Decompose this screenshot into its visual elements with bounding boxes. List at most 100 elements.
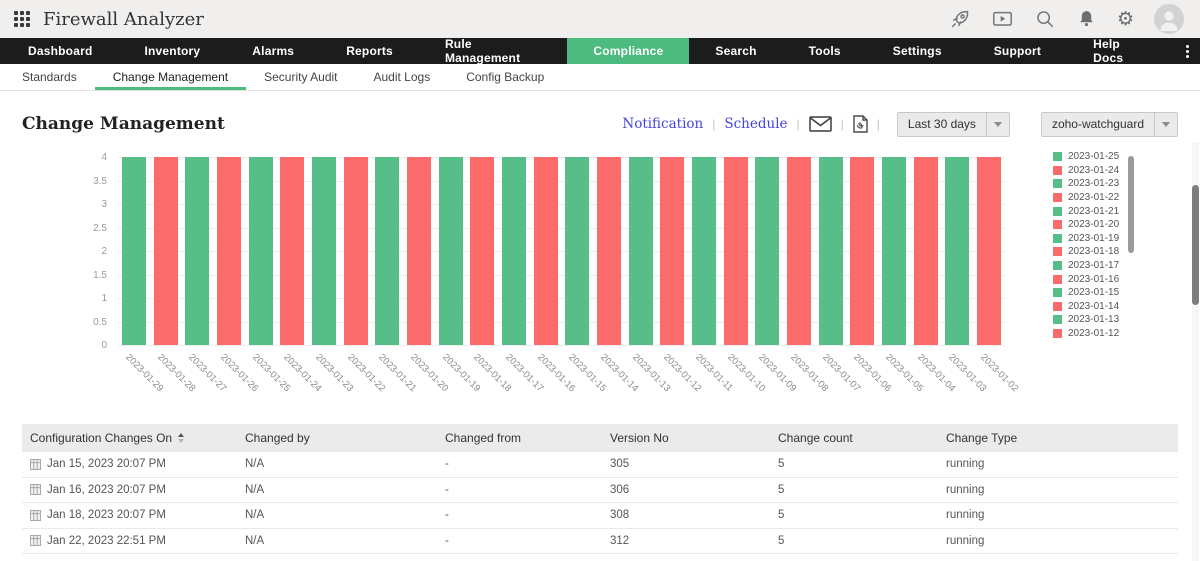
nav-item-settings[interactable]: Settings bbox=[892, 44, 942, 58]
chart-bar[interactable] bbox=[406, 157, 431, 345]
chart-bar[interactable] bbox=[628, 157, 653, 345]
email-icon[interactable] bbox=[808, 116, 832, 132]
legend-item[interactable]: 2023-01-15 bbox=[1053, 286, 1123, 300]
nav-item-dashboard[interactable]: Dashboard bbox=[28, 44, 93, 58]
table-row[interactable]: Jan 22, 2023 22:51 PM N/A - 312 5 running bbox=[22, 528, 1178, 554]
legend-scrollbar[interactable] bbox=[1128, 156, 1134, 253]
chart-legend: 2023-01-25 2023-01-24 2023-01-23 2023-01-22… bbox=[1053, 150, 1123, 340]
chart-bar[interactable] bbox=[280, 157, 305, 345]
notification-link[interactable]: Notification bbox=[622, 116, 704, 132]
column-header-version-no[interactable]: Version No bbox=[610, 431, 669, 445]
chart-bar[interactable] bbox=[723, 157, 748, 345]
nav-item-search[interactable]: Search bbox=[715, 44, 757, 58]
legend-item[interactable]: 2023-01-13 bbox=[1053, 313, 1123, 327]
legend-item[interactable]: 2023-01-22 bbox=[1053, 191, 1123, 205]
chart-bar[interactable] bbox=[913, 157, 938, 345]
legend-item[interactable]: 2023-01-18 bbox=[1053, 245, 1123, 259]
legend-swatch-icon bbox=[1053, 261, 1062, 271]
chart-bar[interactable] bbox=[945, 157, 970, 345]
chart-bar[interactable] bbox=[501, 157, 526, 345]
chart-bar[interactable] bbox=[660, 157, 685, 345]
period-dropdown[interactable]: Last 30 days bbox=[896, 111, 1010, 137]
page-scrollbar-thumb[interactable] bbox=[1192, 185, 1199, 305]
chart-bar[interactable] bbox=[597, 157, 622, 345]
nav-item-reports[interactable]: Reports bbox=[346, 44, 393, 58]
rocket-icon[interactable] bbox=[949, 8, 971, 30]
legend-item[interactable]: 2023-01-17 bbox=[1053, 259, 1123, 273]
tab-change-management[interactable]: Change Management bbox=[94, 64, 247, 90]
chart-bar[interactable] bbox=[692, 157, 717, 345]
column-header-changed-by[interactable]: Changed by bbox=[245, 431, 310, 445]
legend-item[interactable]: 2023-01-23 bbox=[1053, 177, 1123, 191]
schedule-link[interactable]: Schedule bbox=[724, 116, 788, 132]
notifications-bell-icon[interactable] bbox=[1076, 8, 1097, 30]
tab-security-audit[interactable]: Security Audit bbox=[264, 70, 338, 84]
chart-bar[interactable] bbox=[311, 157, 336, 345]
toolbar: Change Management Notification | Schedul… bbox=[22, 106, 1178, 142]
change-management-chart: 0 0.5 1 1.5 2 2.5 3 3.5 4 2023-01-29 2023-01-28 20… bbox=[0, 148, 1200, 400]
legend-label: 2023-01-23 bbox=[1068, 178, 1120, 190]
column-header-change-count[interactable]: Change count bbox=[778, 431, 853, 445]
user-avatar[interactable] bbox=[1154, 4, 1184, 34]
gridline bbox=[118, 274, 1005, 276]
legend-item[interactable]: 2023-01-12 bbox=[1053, 327, 1123, 341]
table-row[interactable]: Jan 18, 2023 20:07 PM N/A - 308 5 running bbox=[22, 503, 1178, 529]
legend-item[interactable]: 2023-01-14 bbox=[1053, 300, 1123, 314]
apps-grid-icon[interactable] bbox=[14, 11, 30, 27]
nav-item-help-docs[interactable]: Help Docs bbox=[1093, 37, 1124, 65]
nav-item-alarms[interactable]: Alarms bbox=[252, 44, 295, 58]
grid-view-icon[interactable] bbox=[30, 535, 41, 547]
legend-item[interactable]: 2023-01-21 bbox=[1053, 204, 1123, 218]
demo-player-icon[interactable] bbox=[991, 8, 1014, 30]
chart-bar[interactable] bbox=[787, 157, 812, 345]
chart-bar[interactable] bbox=[470, 157, 495, 345]
tab-audit-logs[interactable]: Audit Logs bbox=[373, 70, 431, 84]
settings-gear-icon[interactable]: ⚙ bbox=[1116, 7, 1134, 30]
column-header-change-type[interactable]: Change Type bbox=[946, 431, 1018, 445]
legend-item[interactable]: 2023-01-20 bbox=[1053, 218, 1123, 232]
grid-view-icon[interactable] bbox=[30, 509, 41, 521]
chart-bar[interactable] bbox=[818, 157, 843, 345]
chart-bar[interactable] bbox=[850, 157, 875, 345]
y-axis-tick-label: 1.5 bbox=[93, 269, 107, 281]
table-row[interactable]: Jan 16, 2023 20:07 PM N/A - 306 5 running bbox=[22, 477, 1178, 503]
chart-bar[interactable] bbox=[438, 157, 463, 345]
cell-changed-by: N/A bbox=[245, 458, 265, 471]
chart-bar[interactable] bbox=[248, 157, 273, 345]
chart-bar[interactable] bbox=[343, 157, 368, 345]
legend-item[interactable]: 2023-01-19 bbox=[1053, 232, 1123, 246]
chart-bar[interactable] bbox=[121, 157, 146, 345]
chart-bar[interactable] bbox=[533, 157, 558, 345]
chart-bar[interactable] bbox=[755, 157, 780, 345]
nav-item-support[interactable]: Support bbox=[993, 44, 1042, 58]
chart-bar[interactable] bbox=[185, 157, 210, 345]
device-dropdown[interactable]: zoho-watchguard bbox=[1040, 111, 1178, 137]
legend-item[interactable]: 2023-01-16 bbox=[1053, 272, 1123, 286]
chart-bar[interactable] bbox=[977, 157, 1002, 345]
column-header-configuration-changes-on[interactable]: Configuration Changes On bbox=[22, 431, 237, 445]
column-header-changed-from[interactable]: Changed from bbox=[445, 431, 522, 445]
grid-view-icon[interactable] bbox=[30, 458, 41, 470]
overflow-menu-icon[interactable] bbox=[1174, 38, 1200, 64]
nav-item-compliance[interactable]: Compliance bbox=[567, 38, 690, 64]
pdf-export-icon[interactable] bbox=[853, 115, 868, 133]
table-row[interactable]: Jan 15, 2023 20:07 PM N/A - 305 5 running bbox=[22, 452, 1178, 478]
legend-item[interactable]: 2023-01-25 bbox=[1053, 150, 1123, 164]
legend-label: 2023-01-22 bbox=[1068, 192, 1120, 204]
search-icon[interactable] bbox=[1034, 8, 1056, 30]
legend-swatch-icon bbox=[1053, 193, 1062, 203]
tab-standards[interactable]: Standards bbox=[22, 70, 77, 84]
nav-item-rule-management[interactable]: Rule Management bbox=[444, 37, 521, 65]
chart-bar[interactable] bbox=[216, 157, 241, 345]
chart-bar[interactable] bbox=[882, 157, 907, 345]
page-scrollbar bbox=[1192, 142, 1199, 561]
chart-bar[interactable] bbox=[375, 157, 400, 345]
grid-view-icon[interactable] bbox=[30, 484, 41, 496]
legend-item[interactable]: 2023-01-24 bbox=[1053, 164, 1123, 178]
chart-bar[interactable] bbox=[565, 157, 590, 345]
nav-item-tools[interactable]: Tools bbox=[808, 44, 841, 58]
chart-bar[interactable] bbox=[153, 157, 178, 345]
legend-label: 2023-01-20 bbox=[1068, 219, 1120, 231]
tab-config-backup[interactable]: Config Backup bbox=[466, 70, 545, 84]
nav-item-inventory[interactable]: Inventory bbox=[144, 44, 201, 58]
